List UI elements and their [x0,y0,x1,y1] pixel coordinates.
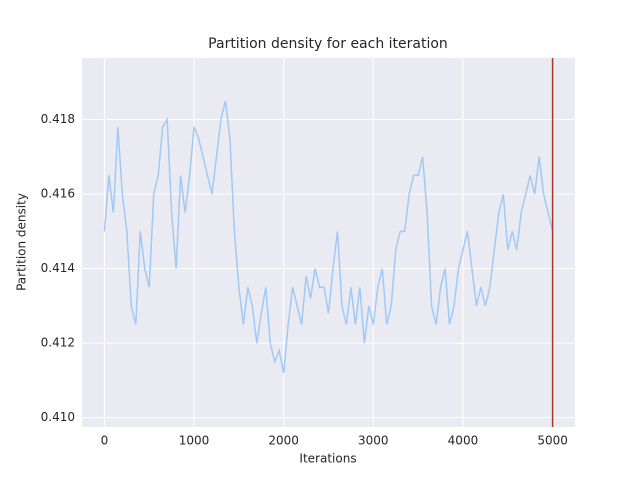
x-tick-label: 5000 [537,434,568,448]
data-line [103,100,554,374]
x-tick-label: 1000 [179,434,210,448]
y-tick-label: 0.414 [41,261,75,275]
y-axis-label: Partition density [15,193,29,291]
y-tick-label: 0.410 [41,410,75,424]
y-tick-label: 0.416 [41,187,75,201]
x-tick-label: 2000 [268,434,299,448]
x-tick-label: 0 [101,434,109,448]
y-tick-label: 0.412 [41,336,75,350]
x-tick-label: 4000 [448,434,479,448]
x-tick-label: 3000 [358,434,389,448]
plot-area [82,58,575,427]
chart-title: Partition density for each iteration [208,36,448,52]
x-axis-label: Iterations [299,452,356,466]
y-tick-label: 0.418 [41,112,75,126]
